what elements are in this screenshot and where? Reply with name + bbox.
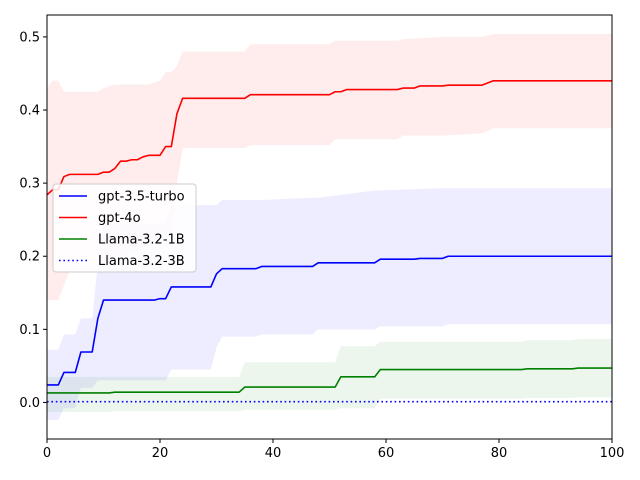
y-tick-label: 0.5 — [19, 30, 40, 45]
x-tick-label: 60 — [378, 446, 395, 461]
legend-label: gpt-4o — [98, 211, 141, 226]
legend-label: Llama-3.2-1B — [98, 233, 185, 248]
x-tick-label: 100 — [600, 446, 625, 461]
line-gpt-3-5-turbo — [47, 255, 612, 386]
x-axis-ticks: 0 20 40 60 80 100 — [43, 439, 625, 461]
x-tick-label: 80 — [491, 446, 508, 461]
band-gpt-4o — [47, 34, 612, 301]
y-tick-label: 0.2 — [19, 250, 40, 265]
x-tick-label: 20 — [152, 446, 169, 461]
legend-label: gpt-3.5-turbo — [98, 190, 185, 205]
y-tick-label: 0.4 — [19, 104, 40, 119]
line-llama-3-2-1b — [47, 367, 612, 394]
x-tick-label: 0 — [43, 446, 51, 461]
y-tick-label: 0.1 — [19, 323, 40, 338]
y-axis-ticks: 0.0 0.1 0.2 0.3 0.4 0.5 — [19, 30, 47, 411]
legend-box — [52, 183, 197, 273]
legend-label: Llama-3.2-3B — [98, 254, 185, 269]
y-tick-label: 0.0 — [19, 396, 40, 411]
line-gpt-4o — [46, 79, 612, 196]
series-lines — [46, 79, 612, 403]
band-llama-3-2-1b — [47, 338, 612, 412]
y-tick-label: 0.3 — [19, 177, 40, 192]
plot-frame — [46, 14, 613, 440]
legend: gpt-3.5-turbo gpt-4o Llama-3.2-1B Llama-3.2… — [52, 183, 197, 273]
x-tick-label: 40 — [265, 446, 282, 461]
